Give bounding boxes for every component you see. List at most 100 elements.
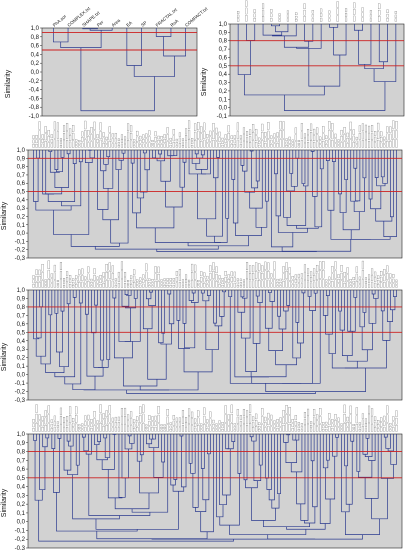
leaf-label-mark <box>383 136 386 140</box>
leaf-label-mark <box>72 278 75 281</box>
leaf-label-mark <box>236 409 239 416</box>
leaf-label-mark <box>75 284 78 288</box>
leaf-label-mark <box>145 280 148 288</box>
leaf-label-mark <box>224 134 227 139</box>
leaf-label-mark <box>273 143 276 148</box>
leaf-label-mark <box>383 275 386 282</box>
y-tick-label: 0,8 <box>219 39 228 45</box>
leaf-label-mark <box>227 414 230 420</box>
leaf-label-mark <box>369 14 372 18</box>
leaf-label-mark <box>310 428 313 432</box>
leaf-label-mark <box>392 120 395 129</box>
dendrogram-link <box>103 434 108 439</box>
leaf-label-mark <box>255 279 258 288</box>
leaf-label-mark <box>252 280 255 288</box>
leaf-label-mark <box>340 265 343 272</box>
leaf-label-mark <box>47 423 50 432</box>
leaf-label-mark <box>378 9 381 16</box>
leaf-label-mark <box>111 138 114 143</box>
leaf-label-mark <box>78 282 81 288</box>
leaf-label-mark <box>160 279 163 282</box>
leaf-label-mark <box>32 144 35 148</box>
y-tick-label: 0,9 <box>17 296 26 302</box>
leaf-label-mark <box>389 126 392 133</box>
dendrogram-panel-e: 1,0 0,9 0,8 0,7 0,6 0,5 0,4 0,3 0,2 0,1 0,0 -0,1 -0,… <box>0 404 407 550</box>
leaf-label-mark <box>32 419 35 423</box>
dendrogram-link <box>330 210 371 240</box>
leaf-label-mark <box>157 144 160 148</box>
leaf-label-mark <box>69 423 72 432</box>
dendrogram-link <box>60 150 65 158</box>
leaf-label-mark <box>245 7 248 15</box>
leaf-label-mark <box>148 281 151 285</box>
leaf-label-mark <box>239 415 242 421</box>
leaf-label-mark <box>264 143 267 148</box>
leaf-label-mark <box>328 276 331 280</box>
leaf-label-mark <box>163 285 166 288</box>
leaf-label-mark <box>378 3 381 10</box>
leaf-label-mark <box>285 279 288 288</box>
y-tick-label: 0,6 <box>17 181 26 187</box>
leaf-label-mark <box>252 421 255 427</box>
leaf-label-mark <box>53 426 56 432</box>
y-tick-label: 0,7 <box>17 313 26 319</box>
dendrogram-link <box>243 434 248 481</box>
leaf-label-mark <box>285 138 288 141</box>
leaf-label-mark <box>175 422 178 427</box>
leaf-label-mark <box>273 420 276 424</box>
leaf-label-mark <box>313 128 316 135</box>
leaf-label-mark <box>307 129 310 135</box>
leaf-label-mark <box>139 415 142 423</box>
leaf-label-mark <box>81 268 84 275</box>
leaf-label-mark <box>392 421 395 427</box>
y-tick-label: 0,1 <box>17 511 26 517</box>
leaf-label-mark <box>286 10 289 14</box>
dendrogram-link <box>353 177 365 212</box>
leaf-label-mark <box>394 11 397 14</box>
leaf-label-mark <box>331 423 334 428</box>
dendrogram-link <box>190 434 196 474</box>
leaf-label-mark <box>221 422 224 425</box>
leaf-label-mark <box>334 279 337 288</box>
y-tick-label: 0,6 <box>31 44 40 50</box>
leaf-label-mark <box>124 140 127 144</box>
leaf-label-mark <box>197 285 200 288</box>
leaf-label-mark <box>325 279 328 282</box>
leaf-label-mark <box>178 269 181 275</box>
leaf-label-mark <box>169 429 172 432</box>
dendrogram-link <box>284 81 386 111</box>
leaf-label-mark <box>84 130 87 139</box>
leaf-label-mark <box>44 141 47 148</box>
leaf-label-mark <box>297 140 300 143</box>
leaf-label-mark <box>50 423 53 428</box>
leaf-label-mark <box>145 271 148 280</box>
leaf-label-mark <box>286 18 289 22</box>
leaf-label-mark <box>63 427 66 432</box>
leaf-label-mark <box>50 283 53 288</box>
leaf-label-mark <box>218 142 221 148</box>
leaf-label-mark <box>172 426 175 432</box>
leaf-label-mark <box>32 284 35 288</box>
leaf-label-mark <box>368 279 371 283</box>
leaf-label-mark <box>185 283 188 288</box>
leaf-label-mark <box>270 426 273 432</box>
leaf-label-mark <box>355 407 358 415</box>
leaf-label-mark <box>253 9 256 13</box>
dendrogram-link <box>349 297 356 332</box>
dendrogram-link <box>286 434 291 436</box>
leaf-label-mark <box>218 420 221 424</box>
leaf-label-mark <box>108 414 111 423</box>
dendrogram-link <box>114 492 150 510</box>
leaf-label-mark <box>288 267 291 274</box>
leaf-label-mark <box>102 283 105 288</box>
leaf-label-mark <box>185 274 188 279</box>
leaf-label-mark <box>59 424 63 432</box>
leaf-label-mark <box>303 143 307 148</box>
leaf-label-mark <box>230 139 233 144</box>
dendrogram-link <box>358 24 372 65</box>
leaf-label-mark <box>319 270 322 279</box>
leaf-label-mark <box>319 408 322 416</box>
leaf-label-mark <box>145 138 148 143</box>
leaf-label-mark <box>200 271 203 277</box>
leaf-label-mark <box>303 264 307 272</box>
